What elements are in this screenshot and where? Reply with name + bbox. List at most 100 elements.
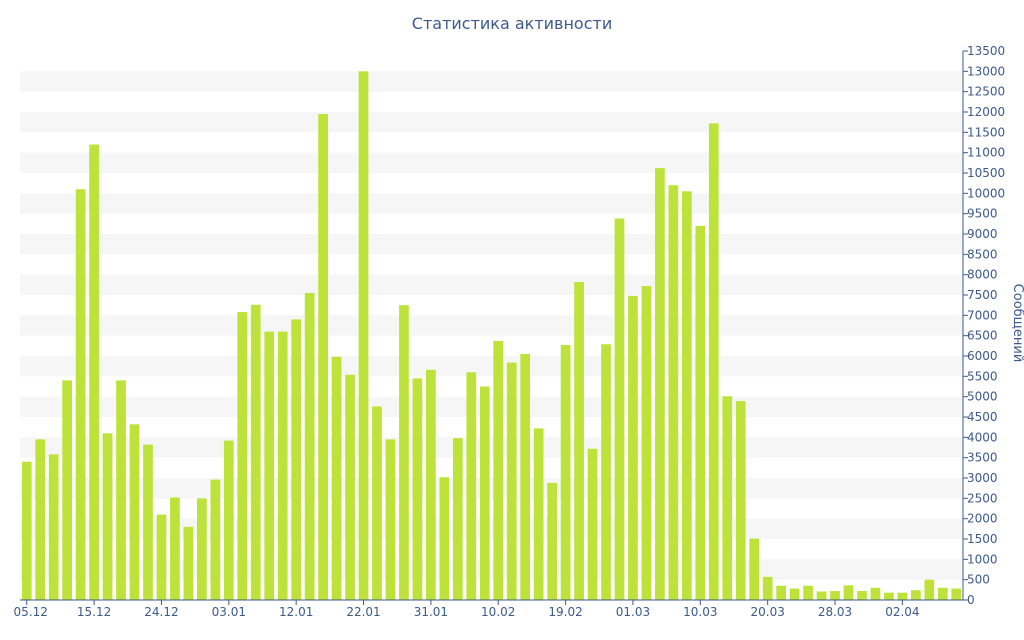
bar[interactable] — [533, 428, 544, 600]
bar[interactable] — [924, 579, 935, 600]
bar[interactable] — [35, 439, 46, 600]
bar[interactable] — [116, 380, 126, 600]
bar[interactable] — [830, 591, 840, 600]
y-tick-label: 9500 — [967, 207, 998, 221]
x-tick-label: 05.12 — [14, 605, 48, 619]
y-tick-label: 12500 — [967, 85, 1005, 99]
bar[interactable] — [291, 319, 302, 600]
bar[interactable] — [399, 305, 409, 600]
bar[interactable] — [426, 369, 436, 600]
x-tick-label: 28.03 — [818, 605, 852, 619]
bar[interactable] — [803, 585, 813, 600]
bar[interactable] — [695, 225, 706, 600]
grid-band — [20, 234, 963, 255]
y-tick-label: 1000 — [967, 552, 998, 566]
bar[interactable] — [911, 590, 921, 600]
y-tick-label: 6000 — [967, 349, 998, 363]
y-tick-label: 2500 — [967, 491, 998, 505]
bar[interactable] — [170, 497, 180, 600]
bar[interactable] — [48, 454, 59, 600]
bar[interactable] — [21, 461, 32, 600]
y-tick-label: 7500 — [967, 288, 998, 302]
bar[interactable] — [304, 292, 315, 600]
bar[interactable] — [776, 585, 786, 600]
bar[interactable] — [560, 345, 571, 600]
bar[interactable] — [762, 576, 773, 600]
bar[interactable] — [143, 444, 153, 600]
bar[interactable] — [789, 588, 800, 600]
bar[interactable] — [452, 438, 463, 600]
bar[interactable] — [197, 498, 207, 600]
bar[interactable] — [466, 372, 477, 600]
bar[interactable] — [937, 587, 948, 600]
bar[interactable] — [641, 286, 652, 600]
bar[interactable] — [655, 168, 665, 600]
grid-band — [20, 112, 963, 133]
bar[interactable] — [479, 386, 490, 601]
bar[interactable] — [614, 218, 625, 600]
x-tick-label: 10.03 — [683, 605, 717, 619]
bar[interactable] — [439, 477, 450, 600]
grid-band — [20, 315, 963, 336]
bar[interactable] — [857, 591, 867, 600]
bar[interactable] — [574, 281, 584, 600]
y-tick-label: 11500 — [967, 125, 1005, 139]
x-tick-label: 24.12 — [144, 605, 178, 619]
x-tick-label: 15.12 — [77, 605, 111, 619]
bar[interactable] — [601, 344, 611, 600]
y-tick-label: 8000 — [967, 268, 998, 282]
bar[interactable] — [587, 448, 598, 600]
bar[interactable] — [749, 538, 760, 600]
bar[interactable] — [345, 374, 355, 600]
bar[interactable] — [62, 380, 72, 600]
bar[interactable] — [264, 331, 275, 600]
bar[interactable] — [318, 114, 328, 601]
bar[interactable] — [358, 71, 369, 601]
bar[interactable] — [210, 479, 221, 600]
y-tick-label: 10500 — [967, 166, 1005, 180]
bar[interactable] — [250, 304, 261, 600]
bar[interactable] — [385, 439, 396, 600]
bar[interactable] — [156, 514, 167, 600]
x-tick-label: 22.01 — [346, 605, 380, 619]
y-tick-label: 10000 — [967, 186, 1005, 200]
x-tick-label: 01.03 — [616, 605, 650, 619]
bar[interactable] — [89, 144, 99, 601]
bar[interactable] — [843, 585, 854, 600]
bar[interactable] — [372, 406, 382, 600]
bar[interactable] — [223, 440, 234, 600]
y-tick-label: 9000 — [967, 227, 998, 241]
bar[interactable] — [331, 356, 342, 600]
bar[interactable] — [870, 587, 881, 600]
bar[interactable] — [722, 396, 733, 600]
y-tick-label: 4000 — [967, 430, 998, 444]
grid-band — [20, 396, 963, 417]
bar[interactable] — [520, 353, 531, 600]
bar[interactable] — [102, 433, 113, 600]
bar[interactable] — [681, 191, 692, 601]
x-tick-label: 10.02 — [481, 605, 515, 619]
bar[interactable] — [884, 592, 894, 600]
bar[interactable] — [735, 401, 746, 600]
x-tick-label: 20.03 — [750, 605, 784, 619]
bar[interactable] — [816, 591, 827, 600]
bar[interactable] — [183, 526, 194, 600]
bar[interactable] — [237, 312, 248, 600]
bar[interactable] — [951, 588, 962, 600]
bar[interactable] — [75, 189, 86, 600]
bar[interactable] — [277, 331, 288, 600]
bar[interactable] — [668, 185, 679, 600]
bar[interactable] — [493, 340, 504, 600]
bar[interactable] — [412, 378, 423, 600]
bar[interactable] — [628, 295, 638, 600]
y-tick-label: 5000 — [967, 390, 998, 404]
bar[interactable] — [547, 482, 557, 600]
y-tick-label: 500 — [967, 573, 990, 587]
y-tick-label: 7000 — [967, 308, 998, 322]
bar[interactable] — [708, 123, 719, 601]
bar[interactable] — [129, 424, 140, 600]
bar[interactable] — [506, 362, 517, 600]
x-tick-label: 12.01 — [279, 605, 313, 619]
bar[interactable] — [897, 592, 908, 600]
